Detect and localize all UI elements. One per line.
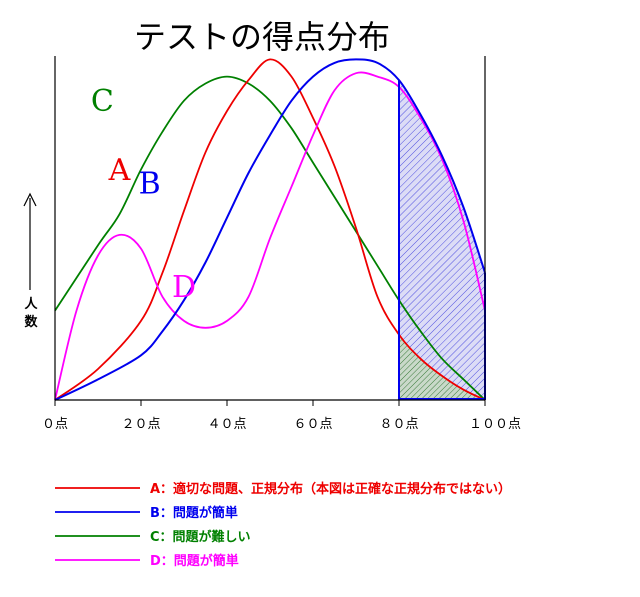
y-label-char-1: 人 [24, 296, 38, 312]
legend-label-c: C：問題が難しい [150, 529, 251, 545]
y-label-char-2: 数 [24, 314, 38, 330]
chart-title: テストの得点分布 [134, 18, 390, 56]
x-tick-label: ０点 [42, 417, 68, 432]
x-tick-label: ２０点 [121, 417, 160, 432]
up-arrow-icon [23, 192, 37, 207]
x-tick-label: ６０点 [293, 417, 332, 432]
shade-hatch-b [399, 80, 485, 400]
legend-label-b: B：問題が簡単 [150, 505, 238, 521]
x-tick-label: ４０点 [207, 417, 246, 432]
shaded-region-80-100 [399, 80, 485, 400]
shade-hatch-a [399, 334, 485, 400]
legend-label-a: A：適切な問題、正規分布（本図は正確な正規分布ではない） [150, 481, 511, 497]
x-tick-label: ８０点 [379, 417, 418, 432]
curve-label-c: C [91, 84, 114, 119]
series-curves [54, 58, 486, 401]
curve-label-b: B [139, 167, 161, 202]
y-axis-label: 人 数 [23, 192, 38, 330]
legend-label-d: D：問題が簡単 [150, 553, 239, 569]
series-line-a [54, 58, 486, 401]
series-line-b [54, 58, 486, 401]
curve-labels: A B C D [91, 84, 196, 305]
x-tick-label: １００点 [469, 417, 521, 432]
legend: A：適切な問題、正規分布（本図は正確な正規分布ではない） B：問題が簡単 C：問題が… [55, 481, 511, 569]
curve-label-a: A [108, 153, 131, 188]
series-line-c [54, 75, 486, 401]
series-line-d [54, 71, 486, 401]
curve-label-d: D [172, 270, 196, 305]
x-axis-ticks: ０点 ２０点 ４０点 ６０点 ８０点 １００点 [42, 400, 521, 432]
